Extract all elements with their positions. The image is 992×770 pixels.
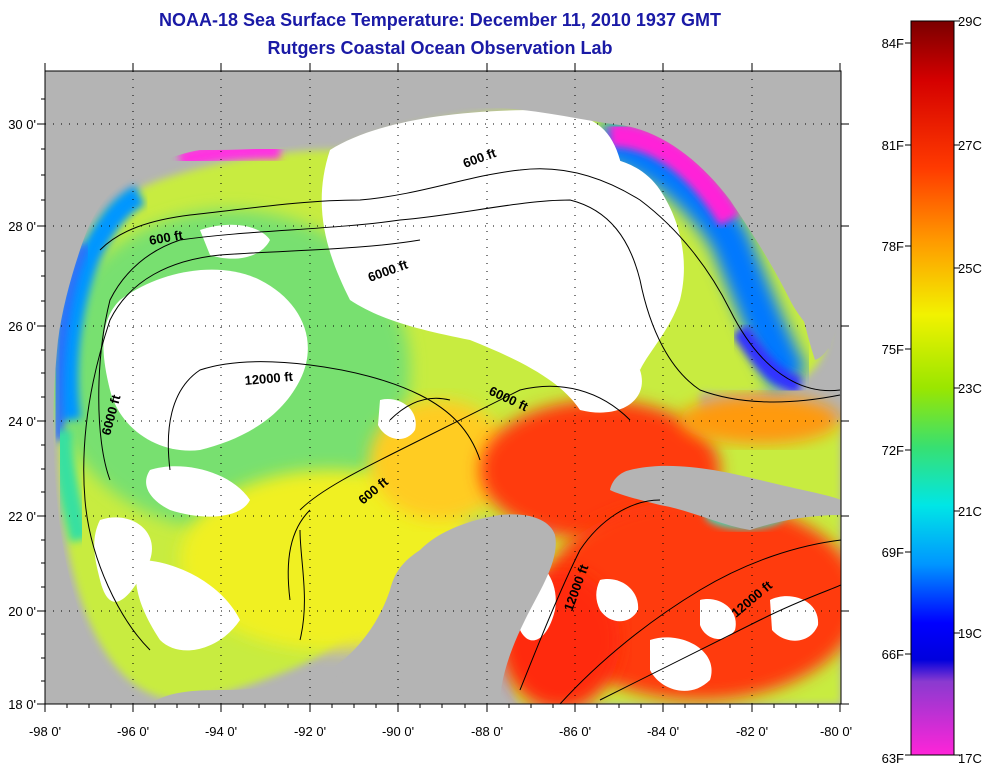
lat-tick-label: 26 0' (8, 319, 36, 334)
colorbar-c-label: 21C (958, 504, 982, 519)
lat-tick-label: 30 0' (8, 117, 36, 132)
lon-tick-label: -96 0' (117, 724, 149, 739)
colorbar-f-label: 63F (882, 751, 904, 766)
colorbar-f-label: 69F (882, 545, 904, 560)
colorbar-f-label: 66F (882, 647, 904, 662)
axis-ticks (37, 63, 849, 712)
colorbar-f-label: 81F (882, 138, 904, 153)
lon-tick-label: -86 0' (559, 724, 591, 739)
depth-label: 12000 ft (244, 369, 294, 388)
colorbar-c-label: 29C (958, 14, 982, 29)
lat-tick-label: 20 0' (8, 604, 36, 619)
colorbar-c-label: 23C (958, 381, 982, 396)
colorbar: 84F 81F 78F 75F 72F 69F 66F 63F 29C 27C … (882, 14, 982, 766)
colorbar-c-label: 19C (958, 626, 982, 641)
lon-tick-label: -84 0' (647, 724, 679, 739)
lat-tick-label: 18 0' (8, 697, 36, 712)
colorbar-f-label: 75F (882, 342, 904, 357)
bathymetry-contours (83, 168, 841, 704)
lon-tick-label: -92 0' (294, 724, 326, 739)
lat-tick-label: 28 0' (8, 219, 36, 234)
colorbar-c-label: 25C (958, 261, 982, 276)
colorbar-f-label: 72F (882, 443, 904, 458)
lon-tick-label: -94 0' (205, 724, 237, 739)
lon-tick-label: -88 0' (471, 724, 503, 739)
colorbar-c-label: 27C (958, 138, 982, 153)
colorbar-gradient (911, 21, 954, 755)
lon-tick-label: -98 0' (29, 724, 61, 739)
coastline-land (45, 71, 841, 704)
lat-tick-label: 24 0' (8, 414, 36, 429)
colorbar-c-label: 17C (958, 751, 982, 766)
colorbar-f-label: 84F (882, 36, 904, 51)
map-frame (44, 70, 842, 705)
depth-label: 600 ft (148, 227, 185, 248)
chart-title: NOAA-18 Sea Surface Temperature: Decembe… (159, 10, 721, 30)
chart-subtitle: Rutgers Coastal Ocean Observation Lab (267, 38, 613, 58)
lat-tick-label: 22 0' (8, 509, 36, 524)
lon-tick-label: -90 0' (382, 724, 414, 739)
lon-tick-label: -80 0' (820, 724, 852, 739)
colorbar-f-label: 78F (882, 239, 904, 254)
lon-tick-label: -82 0' (736, 724, 768, 739)
